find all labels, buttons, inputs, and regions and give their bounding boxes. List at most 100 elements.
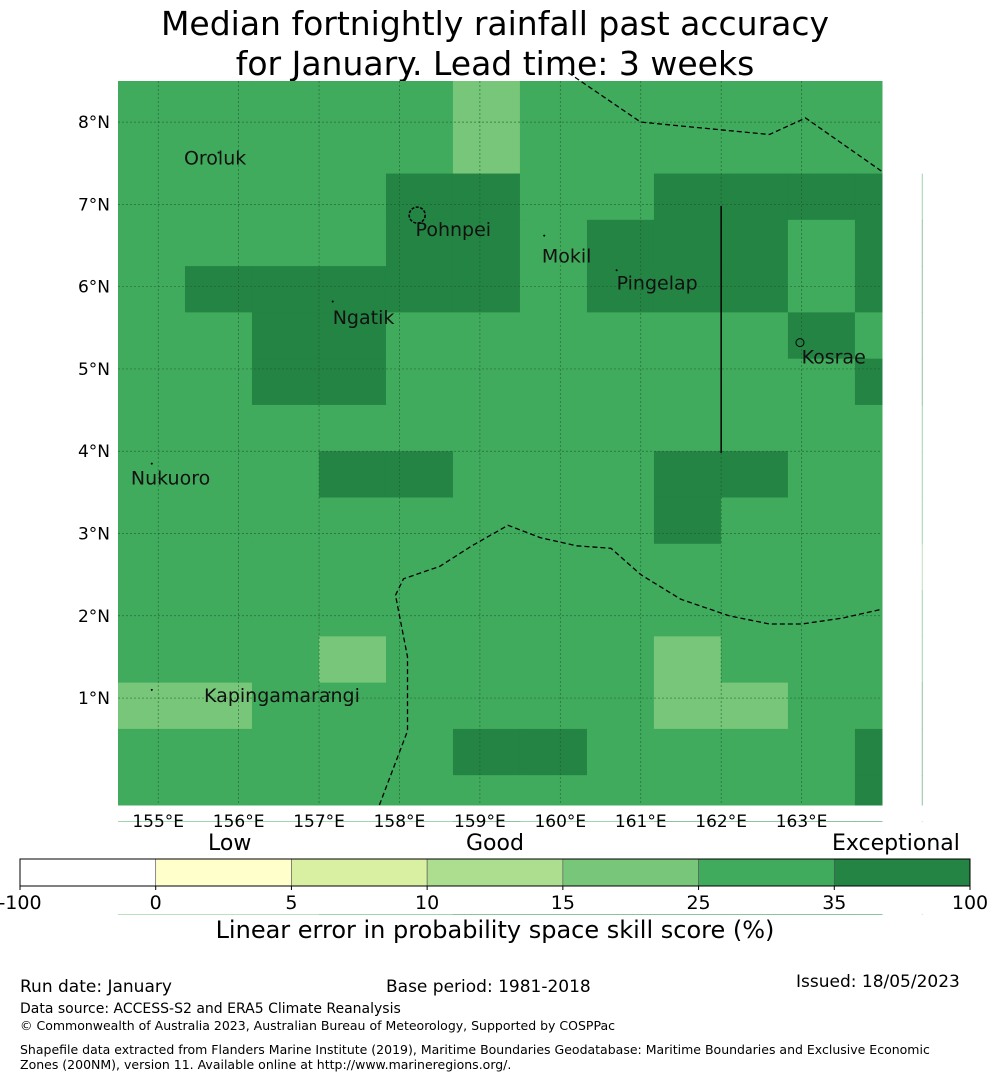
skill-cell [251, 682, 320, 730]
skill-cell [921, 404, 923, 452]
skill-cell [385, 821, 454, 822]
skill-cell [921, 266, 923, 313]
skill-cell [586, 821, 655, 822]
colorbar-swatch [291, 858, 428, 887]
skill-cell [519, 312, 588, 360]
skill-cell [787, 775, 856, 806]
skill-cell [586, 497, 655, 545]
skill-cell [787, 728, 856, 776]
skill-cell [653, 219, 722, 267]
skill-cell [854, 775, 883, 806]
atoll-dot [331, 300, 334, 303]
skill-cell [452, 81, 521, 128]
skill-cell [452, 590, 521, 637]
skill-cell [318, 219, 387, 267]
skill-cell [787, 590, 856, 637]
lon-tick-label: 163°E [776, 812, 828, 832]
skill-cell [184, 821, 253, 822]
skill-cell [586, 173, 655, 221]
lon-tick-label: 155°E [132, 812, 184, 832]
skill-cell [720, 127, 789, 175]
skill-cell [921, 682, 923, 730]
skill-cell [251, 590, 320, 637]
skill-cell [921, 497, 923, 545]
skill-cell [318, 358, 387, 406]
skill-cell [854, 914, 883, 915]
skill-cell [586, 636, 655, 684]
skill-cell [251, 358, 320, 406]
skill-cell [720, 358, 789, 406]
skill-cell [519, 728, 588, 776]
skill-cell [854, 636, 883, 684]
skill-cell [519, 451, 588, 499]
skill-cell [921, 728, 923, 776]
skill-cell [653, 81, 722, 128]
skill-cell [653, 266, 722, 313]
skill-cell [318, 173, 387, 221]
skill-cell [519, 636, 588, 684]
lon-tick-label: 156°E [213, 812, 265, 832]
skill-cell [184, 266, 253, 313]
skill-cell [118, 219, 186, 267]
skill-cell [385, 636, 454, 684]
skill-cell [184, 127, 253, 175]
lat-tick-label: 3°N [78, 525, 110, 545]
data-source: Data source: ACCESS-S2 and ERA5 Climate … [20, 1001, 401, 1017]
skill-cell [318, 266, 387, 313]
skill-cell [787, 312, 856, 360]
lon-tick-label: 160°E [534, 812, 586, 832]
atoll-dot [328, 691, 331, 694]
place-label: Mokil [542, 245, 592, 267]
skill-cell [653, 728, 722, 776]
colorbar-swatch [426, 858, 564, 887]
lon-tick-label: 162°E [695, 812, 747, 832]
skill-cell [118, 312, 186, 360]
skill-cell [184, 81, 253, 128]
axis-tick-labels: 8°N 7°N 6°N 5°N 4°N 3°N 2°N 1°N 155°E 156°E 157°E 1… [78, 113, 827, 832]
skill-cell [854, 127, 883, 175]
skill-cell [720, 266, 789, 313]
skill-cell [921, 358, 923, 406]
lat-tick-label: 7°N [78, 195, 110, 215]
skill-cell [251, 266, 320, 313]
skill-cell [653, 590, 722, 637]
eez-boundary [568, 72, 883, 173]
skill-cell [251, 219, 320, 267]
skill-cell [118, 914, 186, 915]
colorbar-tick-label: 15 [551, 892, 575, 914]
skill-cell [787, 451, 856, 499]
skill-cell [787, 404, 856, 452]
atoll-dot [217, 151, 220, 154]
shapefile-credit: Shapefile data extracted from Flanders M… [20, 1042, 930, 1072]
skill-cell [385, 451, 454, 499]
skill-cell [251, 728, 320, 776]
skill-cell [184, 914, 253, 915]
colorbar-swatch [155, 858, 292, 887]
skill-cell [452, 358, 521, 406]
colorbar-tick-label: 10 [415, 892, 439, 914]
skill-cell [184, 451, 253, 499]
skill-cell [586, 127, 655, 175]
skill-cell [251, 543, 320, 591]
skill-cell [854, 682, 883, 730]
skill-cell [653, 173, 722, 221]
skill-cell [519, 266, 588, 313]
skill-cell [519, 914, 588, 915]
skill-cell [385, 728, 454, 776]
skill-cell [519, 173, 588, 221]
skill-cell [519, 775, 588, 806]
skill-cell [184, 775, 253, 806]
skill-cell [385, 497, 454, 545]
skill-cell [251, 173, 320, 221]
colorbar-tick-label: 0 [150, 892, 162, 914]
skill-cell [385, 219, 454, 267]
skill-cell [854, 81, 883, 128]
skill-cell [251, 775, 320, 806]
skill-cell [854, 404, 883, 452]
lon-tick-label: 161°E [615, 812, 667, 832]
skill-cell [653, 914, 722, 915]
skill-cell [854, 219, 883, 267]
skill-cell [854, 173, 883, 221]
skill-cell [720, 543, 789, 591]
kosrae-outline [795, 338, 805, 348]
